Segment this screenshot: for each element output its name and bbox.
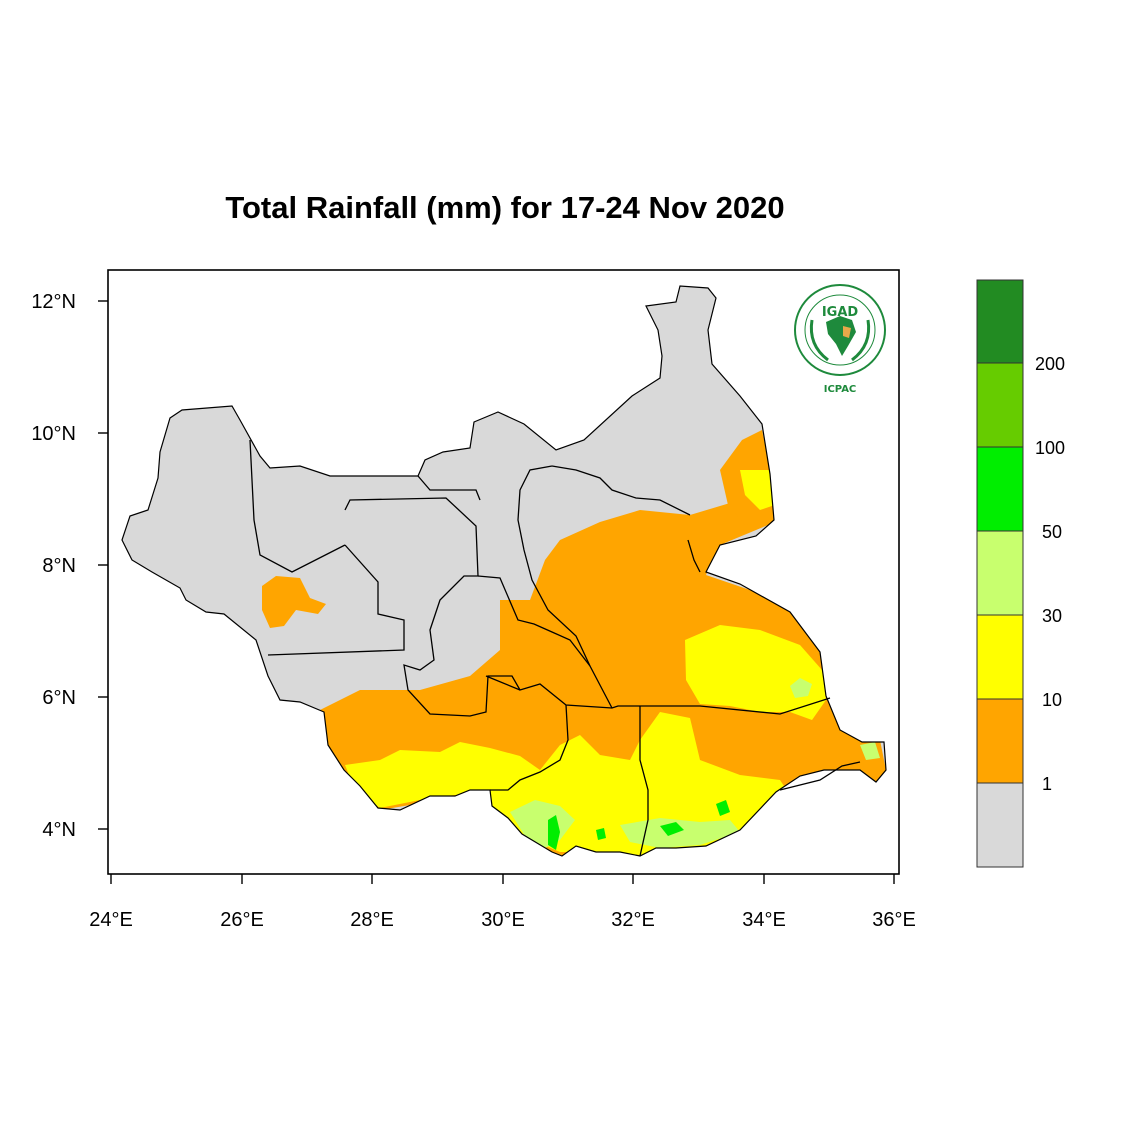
lat-tick-label: 8°N bbox=[42, 555, 76, 577]
africa-icon bbox=[826, 316, 856, 356]
igad-icpac-logo: IGAD ICPAC bbox=[794, 284, 886, 395]
state-borders bbox=[249, 439, 861, 857]
colorbar-label: 1 bbox=[1042, 774, 1052, 794]
logo-sub: ICPAC bbox=[824, 384, 857, 395]
lon-tick-label: 36°E bbox=[872, 909, 916, 931]
colorbar-swatch bbox=[976, 446, 1024, 532]
colorbar-swatch bbox=[976, 362, 1024, 448]
rain-50-100mm-area bbox=[716, 800, 730, 816]
lon-tick-label: 30°E bbox=[481, 909, 525, 931]
colorbar-swatch bbox=[976, 698, 1024, 784]
colorbar-swatch bbox=[976, 782, 1024, 868]
rain-30-50mm-area bbox=[790, 678, 812, 698]
lon-tick-label: 34°E bbox=[742, 909, 786, 931]
rain-30-50mm-area bbox=[620, 818, 740, 848]
colorbar bbox=[976, 279, 1024, 868]
colorbar-label: 30 bbox=[1042, 606, 1062, 626]
colorbar-label: 10 bbox=[1042, 690, 1062, 710]
lat-tick-label: 12°N bbox=[31, 291, 76, 313]
colorbar-label: 100 bbox=[1035, 438, 1065, 458]
lat-tick-label: 4°N bbox=[42, 819, 76, 841]
lon-tick-label: 24°E bbox=[89, 909, 133, 931]
country-border bbox=[121, 285, 887, 857]
colorbar-swatch bbox=[976, 614, 1024, 700]
logo-acronym: IGAD bbox=[822, 305, 859, 320]
colorbar-label: 200 bbox=[1035, 354, 1065, 374]
lon-tick-label: 28°E bbox=[350, 909, 394, 931]
rain-50-100mm-area bbox=[548, 815, 560, 850]
lon-tick-label: 26°E bbox=[220, 909, 264, 931]
rain-50-100mm-area bbox=[660, 822, 684, 836]
laurel-icon bbox=[809, 319, 871, 362]
rain-1-10mm-area bbox=[262, 576, 326, 628]
colorbar-swatch bbox=[976, 279, 1024, 364]
rain-10-30mm-area bbox=[685, 625, 826, 720]
rain-30-50mm-area bbox=[860, 742, 880, 760]
rain-10-30mm-area bbox=[740, 470, 775, 510]
colorbar-label: 50 bbox=[1042, 522, 1062, 542]
map-title: Total Rainfall (mm) for 17-24 Nov 2020 bbox=[225, 190, 785, 225]
colorbar-swatch bbox=[976, 530, 1024, 616]
lat-tick-label: 10°N bbox=[31, 423, 76, 445]
axis-ticks bbox=[98, 300, 895, 884]
lon-tick-label: 32°E bbox=[611, 909, 655, 931]
rain-10-30mm-area bbox=[345, 712, 790, 855]
rain-50-100mm-area bbox=[596, 828, 606, 840]
lat-tick-label: 6°N bbox=[42, 687, 76, 709]
